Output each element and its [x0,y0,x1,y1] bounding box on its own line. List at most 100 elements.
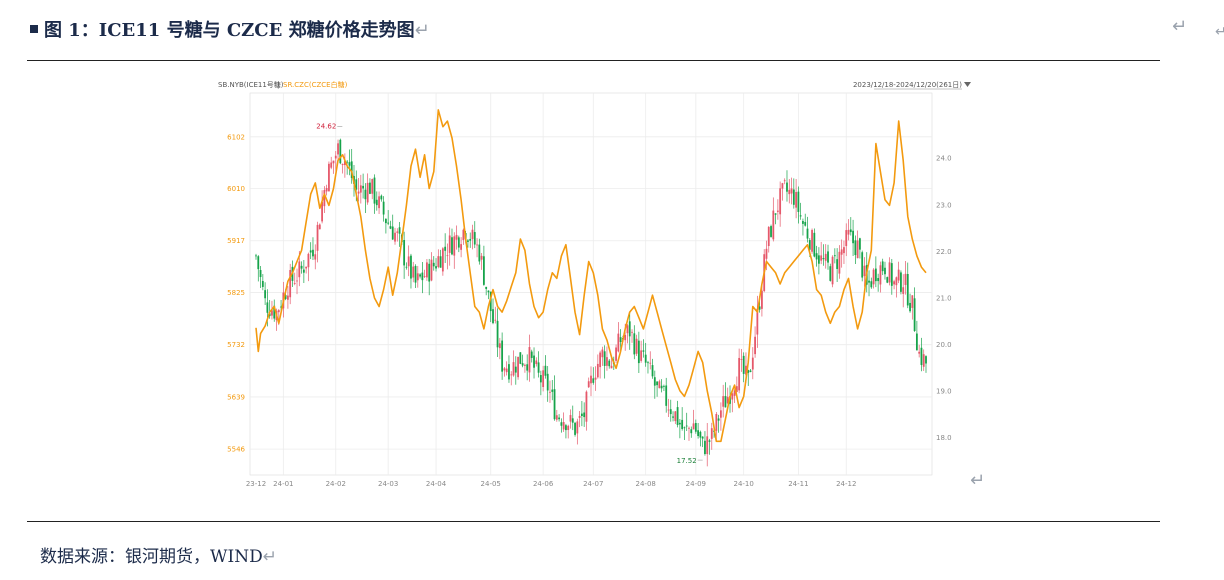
candle-body [653,377,656,386]
candle-body [580,413,583,416]
date-range-dropdown-icon[interactable] [964,82,971,87]
candle-body [599,352,602,368]
candle-body [808,240,811,250]
return-mark-icon: ↵ [1215,24,1224,40]
candle-body [519,352,522,364]
candle-body [444,246,447,251]
candle-body [749,370,752,373]
candle-body [318,224,321,230]
candle-body [922,354,925,367]
candle-body [888,262,891,283]
candle-body [471,229,474,240]
candle-body [560,422,563,426]
candle-body [273,305,276,319]
candle-body [451,237,453,255]
left-tick-label: 5732 [227,341,245,349]
candle-body [435,266,437,269]
candle-body [494,319,497,321]
candle-body [884,267,886,275]
candle-body [428,263,431,282]
candle-body [790,188,793,194]
candle-body [298,261,301,278]
candle-body [806,228,809,239]
tick-layer: 6102 6010 5917 5825 5732 5639 5546 24.0 23.0 22.0… [227,133,951,488]
candle-body [314,254,317,260]
candle-body [706,436,709,455]
x-tick-label: 24-06 [533,480,554,488]
candle-body [453,236,456,256]
candle-body [879,265,882,285]
candle-body [820,255,823,261]
candle-body [745,365,747,375]
candle-body [576,421,579,434]
candle-body [398,227,401,234]
candle-body [528,347,531,373]
candle-body [592,378,595,383]
candle-body [722,396,725,407]
return-mark-icon: ↵ [1172,16,1188,37]
candle-body [672,416,674,418]
candle-body [893,281,895,285]
candle-body [658,381,661,389]
candle-body [473,232,476,245]
annotation-layer: 24.62 17.52 [316,122,703,465]
candle-body [590,375,592,384]
candle-body [407,256,410,267]
x-tick-label: 23-12 [246,480,266,488]
candle-body [608,360,611,367]
candle-body [585,391,588,422]
candle-body [802,221,804,224]
candle-body [562,422,565,430]
candle-body [255,255,257,257]
high-annotation-label: 24.62 [316,122,336,130]
candle-body [683,427,686,429]
line-layer [255,109,927,443]
left-tick-label: 5639 [227,393,245,401]
candle-body [271,310,273,316]
candle-body [811,229,813,252]
candle-body [758,306,761,310]
candle-body [373,177,376,204]
candle-body [817,255,820,264]
candle-body [332,160,335,164]
candle-body [918,351,921,354]
candle-body [877,278,880,282]
candle-body [676,407,679,425]
candle-body [788,189,791,195]
candle-body [284,295,287,299]
candle-body [469,238,472,241]
candle-body [843,247,845,254]
candle-body [498,343,501,349]
candle-body [774,213,777,215]
candle-body [874,268,877,282]
candle-body [403,239,406,266]
candle-body [779,188,782,215]
candle-body [925,356,927,364]
candle-body [530,351,533,358]
candle-body [735,386,738,392]
candle-body [305,266,308,269]
candle-body [387,222,390,224]
right-tick-label: 21.0 [936,294,952,302]
candle-body [480,255,483,260]
return-mark-icon: ↵ [414,20,430,41]
candle-body [567,425,570,431]
candle-body [587,381,590,388]
candle-body [772,210,775,240]
candle-body [384,218,387,224]
candle-body [426,262,428,278]
candle-body [783,180,786,182]
candle-body [526,364,529,371]
low-annotation-label: 17.52 [677,457,697,465]
candle-body [829,266,832,281]
candle-body [624,334,627,341]
candle-body [897,269,900,281]
candle-body [895,277,898,286]
candle-body [437,256,440,267]
x-tick-label: 24-11 [788,480,808,488]
candle-body [583,412,586,418]
candle-body [701,436,704,439]
candle-body [549,391,551,393]
candle-body [733,390,736,396]
candle-body [845,230,848,247]
